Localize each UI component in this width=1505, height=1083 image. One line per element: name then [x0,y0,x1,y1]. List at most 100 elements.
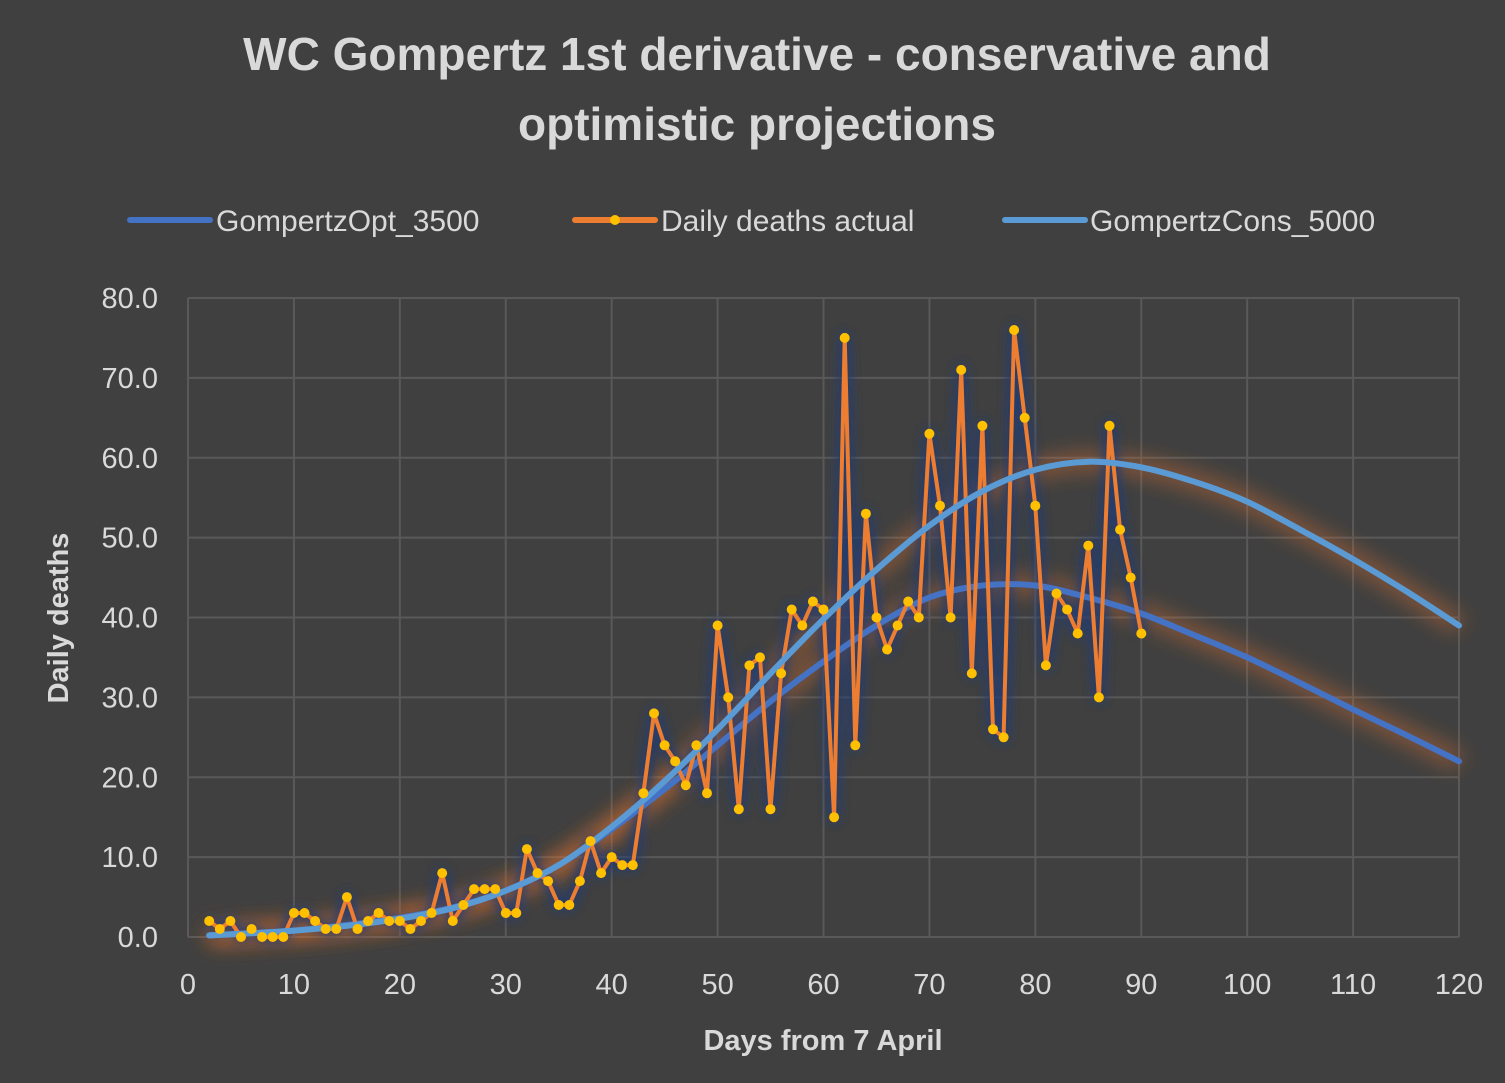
data-point-daily-deaths [892,620,903,631]
y-tick-label: 10.0 [102,842,158,874]
y-tick-label: 50.0 [102,523,158,555]
legend: GompertzOpt_3500 Daily deaths actual Gom… [127,205,1375,238]
x-tick-label: 110 [1330,969,1376,1001]
data-point-daily-deaths [225,916,236,926]
data-point-daily-deaths [776,668,787,679]
data-point-daily-deaths [1104,420,1115,431]
x-tick-label: 100 [1223,969,1271,1001]
data-point-daily-deaths [405,924,416,934]
data-point-daily-deaths [511,908,522,918]
data-point-daily-deaths [426,908,437,918]
x-tick-label: 80 [1019,969,1051,1001]
data-point-daily-deaths [744,660,755,671]
data-point-daily-deaths [829,812,840,823]
data-point-daily-deaths [903,596,914,607]
data-point-daily-deaths [236,932,246,942]
series-glows [205,324,1464,945]
x-axis-ticks: 0 10 20 30 40 50 60 70 80 90 100 110 120 [180,969,1483,1001]
y-tick-label: 40.0 [102,603,158,635]
data-point-daily-deaths [521,844,532,855]
data-point-daily-deaths [363,916,374,926]
data-point-daily-deaths [352,924,363,934]
y-tick-label: 30.0 [102,682,158,714]
data-point-daily-deaths [850,740,861,751]
x-tick-label: 20 [384,969,416,1001]
data-point-daily-deaths [733,804,744,815]
data-point-daily-deaths [617,860,628,871]
data-point-daily-deaths [500,908,511,918]
data-point-daily-deaths [543,876,554,887]
y-tick-label: 70.0 [102,363,158,395]
data-point-daily-deaths [977,420,988,431]
legend-label-gompertz-opt: GompertzOpt_3500 [216,205,479,238]
data-point-daily-deaths [437,868,448,879]
data-point-daily-deaths [341,892,352,903]
data-point-daily-deaths [1125,572,1136,583]
y-tick-label: 60.0 [102,443,158,475]
data-point-daily-deaths [627,860,638,871]
data-point-daily-deaths [384,916,395,926]
data-point-daily-deaths [574,876,585,887]
data-point-daily-deaths [479,884,490,895]
x-tick-label: 0 [180,969,196,1001]
data-point-daily-deaths [1136,628,1147,639]
data-point-daily-deaths [638,788,649,799]
data-point-daily-deaths [373,908,384,918]
data-point-daily-deaths [1083,540,1094,551]
legend-label-daily-deaths: Daily deaths actual [661,205,914,238]
data-point-daily-deaths [1093,692,1104,703]
data-point-daily-deaths [310,916,321,926]
data-point-daily-deaths [447,916,458,926]
data-point-daily-deaths [691,740,702,751]
data-point-daily-deaths [416,916,426,926]
x-tick-label: 50 [701,969,733,1001]
x-tick-label: 90 [1125,969,1157,1001]
data-point-daily-deaths [765,804,776,815]
data-point-daily-deaths [490,884,501,895]
data-point-daily-deaths [564,900,575,910]
x-tick-label: 10 [278,969,310,1001]
data-point-daily-deaths [320,924,331,934]
data-point-daily-deaths [956,364,967,375]
data-point-daily-deaths [712,620,723,631]
data-point-daily-deaths [797,620,808,631]
data-point-daily-deaths [596,868,607,879]
data-point-daily-deaths [839,332,850,343]
data-point-daily-deaths [458,900,469,910]
y-axis-ticks: 0.0 10.0 20.0 30.0 40.0 50.0 60.0 70.0 80.0 [102,283,158,954]
data-point-daily-deaths [1009,325,1020,335]
data-point-daily-deaths [786,604,797,615]
data-point-daily-deaths [288,908,299,918]
y-axis-title: Daily deaths [43,533,75,704]
data-point-daily-deaths [945,612,956,623]
legend-item-daily-deaths: Daily deaths actual [572,205,914,238]
data-point-daily-deaths [331,924,342,934]
data-point-daily-deaths [532,868,543,879]
data-point-daily-deaths [680,780,691,791]
data-point-daily-deaths [1072,628,1083,639]
x-tick-label: 30 [490,969,522,1001]
y-tick-label: 20.0 [102,762,158,794]
data-point-daily-deaths [299,908,310,918]
data-point-daily-deaths [606,852,617,863]
data-point-daily-deaths [1030,500,1041,511]
series-glow-daily-deaths [205,324,1148,943]
data-point-daily-deaths [882,644,893,655]
data-point-daily-deaths [860,508,871,519]
data-point-daily-deaths [723,692,734,703]
data-point-daily-deaths [924,428,935,439]
data-point-daily-deaths [204,916,215,926]
x-axis-title: Days from 7 April [703,1025,942,1057]
y-tick-label: 80.0 [102,283,158,315]
data-point-daily-deaths [988,724,998,735]
data-point-daily-deaths [585,836,596,847]
data-point-daily-deaths [702,788,712,799]
data-point-daily-deaths [998,732,1009,743]
data-point-daily-deaths [649,708,659,719]
chart-title-line1: WC Gompertz 1st derivative - conservativ… [243,28,1271,80]
data-point-daily-deaths [659,740,670,751]
data-point-daily-deaths [1040,660,1051,671]
data-point-daily-deaths [871,612,882,623]
